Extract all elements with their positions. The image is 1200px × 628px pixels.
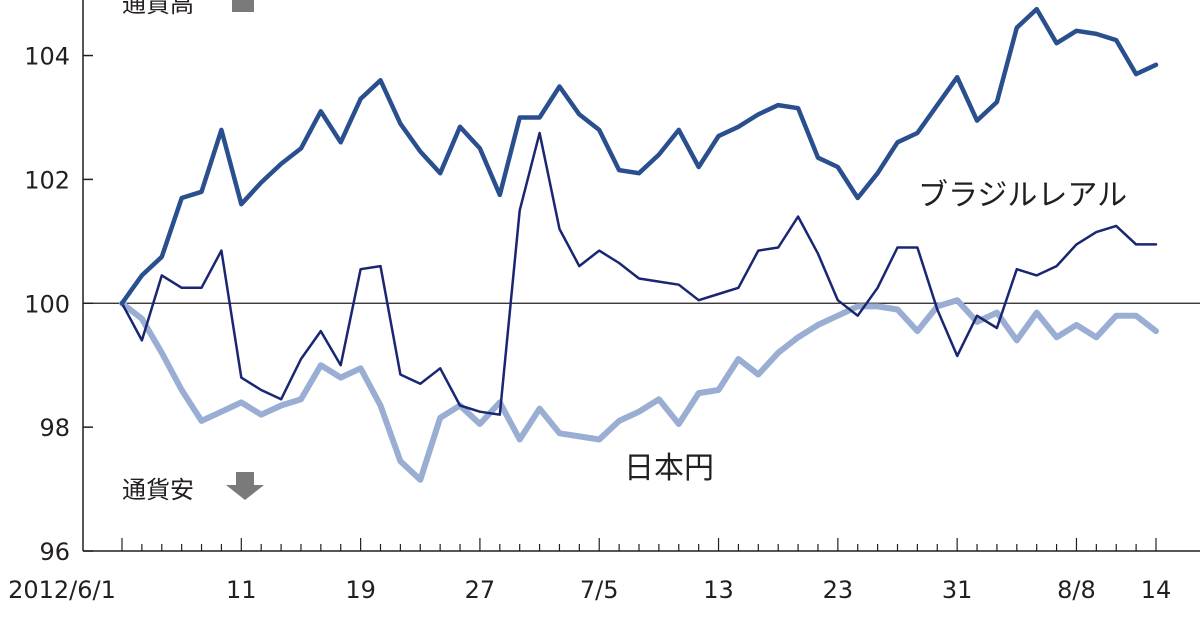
y-ticks: 96 98 100 102 104 <box>24 43 93 566</box>
x-tick-label: 2012/6/1 <box>8 576 116 604</box>
series-line-top <box>119 6 1159 306</box>
currency-down-annotation: 通貨安 <box>122 472 264 504</box>
x-ticks: 2012/6/1 11 19 27 7/5 13 23 31 8/8 14 <box>8 538 1171 604</box>
x-tick-label: 27 <box>465 576 496 604</box>
down-arrow-icon <box>226 472 264 500</box>
x-tick-label: 13 <box>703 576 734 604</box>
series-line-brazil-real <box>120 131 1158 416</box>
y-tick-label: 104 <box>24 43 70 71</box>
x-tick-label: 8/8 <box>1057 576 1096 604</box>
x-tick-label: 11 <box>226 576 257 604</box>
y-tick-label: 98 <box>39 414 70 442</box>
currency-up-annotation: 通貨高 <box>122 0 254 18</box>
up-arrow-icon <box>232 0 254 12</box>
currency-down-label: 通貨安 <box>122 476 194 504</box>
y-tick-label: 96 <box>39 538 70 566</box>
x-tick-label: 19 <box>345 576 376 604</box>
currency-up-label: 通貨高 <box>122 0 194 18</box>
series-label-japanese-yen: 日本円 <box>624 451 714 486</box>
y-tick-label: 102 <box>24 166 70 194</box>
axes-layer <box>82 0 1200 552</box>
x-tick-label: 23 <box>823 576 854 604</box>
series-label-brazil-real: ブラジルレアル <box>918 178 1127 213</box>
x-tick-label: 14 <box>1141 576 1172 604</box>
y-tick-label: 100 <box>24 290 70 318</box>
series-layer <box>119 6 1159 483</box>
x-tick-label: 7/5 <box>580 576 619 604</box>
x-tick-label: 31 <box>942 576 973 604</box>
